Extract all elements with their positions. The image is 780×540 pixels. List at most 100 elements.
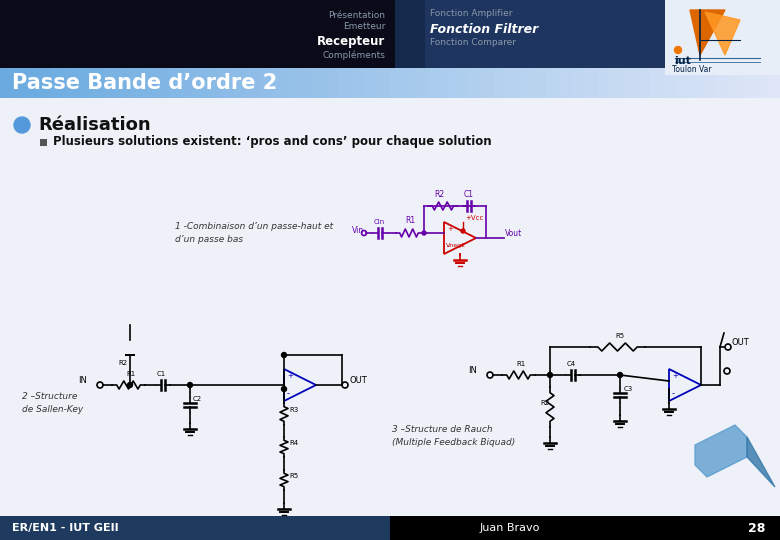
Text: Vout: Vout	[505, 229, 523, 238]
Bar	[377, 68, 391, 98]
Bar	[247, 68, 261, 98]
Text: Vin: Vin	[352, 226, 364, 235]
Bar	[52, 68, 66, 98]
Bar	[715, 68, 729, 98]
Text: R1: R1	[126, 371, 135, 377]
Text: +: +	[447, 226, 453, 232]
Bar	[728, 68, 742, 98]
Bar	[26, 68, 40, 98]
Polygon shape	[747, 437, 775, 487]
Text: 1 -Combinaison d’un passe-haut et
d’un passe bas: 1 -Combinaison d’un passe-haut et d’un p…	[175, 222, 333, 244]
Bar	[533, 68, 547, 98]
Bar	[416, 68, 430, 98]
Text: 2 –Structure
de Sallen-Key: 2 –Structure de Sallen-Key	[22, 392, 83, 414]
Bar	[0, 516, 390, 540]
Polygon shape	[690, 10, 725, 55]
Text: R1: R1	[516, 361, 525, 367]
Text: OUT: OUT	[349, 376, 367, 385]
Circle shape	[14, 117, 30, 133]
Circle shape	[282, 353, 286, 357]
Text: C1: C1	[463, 190, 473, 199]
Text: R4: R4	[289, 440, 298, 446]
Text: ER/EN1 - IUT GEII: ER/EN1 - IUT GEII	[12, 523, 119, 533]
Bar	[546, 68, 560, 98]
Text: R2: R2	[540, 400, 549, 406]
Text: C2: C2	[193, 396, 202, 402]
Text: +Vcc: +Vcc	[465, 215, 484, 221]
Bar	[665, 0, 780, 75]
Bar	[13, 68, 27, 98]
Bar	[117, 68, 131, 98]
Bar	[325, 68, 339, 98]
Bar	[91, 68, 105, 98]
Bar	[286, 68, 300, 98]
Bar	[143, 68, 157, 98]
Text: +: +	[287, 373, 292, 379]
Text: R5: R5	[615, 333, 624, 339]
Bar	[299, 68, 313, 98]
Bar	[273, 68, 287, 98]
Bar	[234, 68, 248, 98]
Bar	[520, 68, 534, 98]
Bar	[130, 68, 144, 98]
Bar	[390, 68, 404, 98]
Bar	[182, 68, 196, 98]
Text: R2: R2	[434, 190, 444, 199]
Bar	[611, 68, 625, 98]
Bar	[676, 68, 690, 98]
Bar	[442, 68, 456, 98]
Bar	[702, 68, 716, 98]
Text: Cin: Cin	[374, 219, 385, 225]
Text: Passe Bande d’ordre 2: Passe Bande d’ordre 2	[12, 73, 277, 93]
Bar	[689, 68, 703, 98]
Text: Fonction Filtrer: Fonction Filtrer	[430, 23, 538, 36]
Bar	[420, 0, 680, 68]
Circle shape	[675, 46, 682, 53]
Bar	[104, 68, 118, 98]
Bar	[598, 68, 612, 98]
Bar	[429, 68, 443, 98]
Text: +: +	[672, 373, 678, 379]
Circle shape	[187, 382, 193, 388]
Text: IN: IN	[468, 366, 477, 375]
Text: -: -	[447, 242, 450, 252]
Text: R3: R3	[289, 407, 298, 413]
Text: R2: R2	[118, 360, 127, 366]
Bar	[650, 68, 664, 98]
Bar	[637, 68, 651, 98]
Bar	[455, 68, 469, 98]
Text: C1: C1	[157, 371, 166, 377]
Bar	[395, 0, 425, 68]
Bar	[754, 68, 768, 98]
Bar	[78, 68, 92, 98]
Bar	[585, 68, 599, 98]
Bar	[39, 68, 53, 98]
Text: R1: R1	[405, 216, 415, 225]
Text: Réalisation: Réalisation	[38, 116, 151, 134]
Bar	[663, 68, 677, 98]
Text: C4: C4	[567, 361, 576, 367]
Text: OUT: OUT	[732, 338, 750, 347]
Polygon shape	[695, 425, 747, 477]
Text: Toulon Var: Toulon Var	[672, 65, 711, 74]
Bar	[312, 68, 326, 98]
Text: -: -	[672, 389, 675, 399]
Bar	[507, 68, 521, 98]
Bar	[468, 68, 482, 98]
Text: 3 –Structure de Rauch
(Multiple Feedback Biquad): 3 –Structure de Rauch (Multiple Feedback…	[392, 425, 516, 447]
Bar	[559, 68, 573, 98]
Text: Présentation: Présentation	[328, 11, 385, 20]
Circle shape	[422, 231, 426, 235]
Bar	[0, 0, 420, 68]
Text: Compléments: Compléments	[322, 50, 385, 59]
Bar	[65, 68, 79, 98]
Text: 28: 28	[747, 522, 765, 535]
Text: Fonction Amplifier: Fonction Amplifier	[430, 9, 512, 18]
Bar	[351, 68, 365, 98]
Bar	[260, 68, 274, 98]
Bar	[494, 68, 508, 98]
Polygon shape	[705, 12, 740, 55]
Bar	[338, 68, 352, 98]
Bar	[208, 68, 222, 98]
Text: Emetteur: Emetteur	[342, 22, 385, 31]
